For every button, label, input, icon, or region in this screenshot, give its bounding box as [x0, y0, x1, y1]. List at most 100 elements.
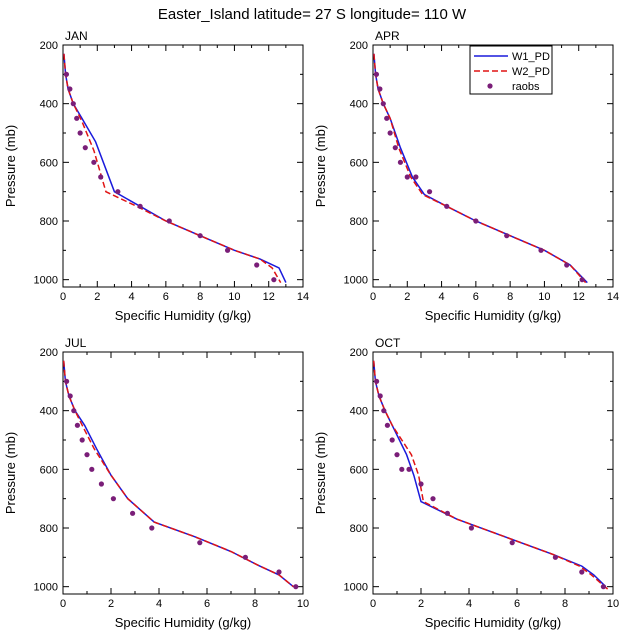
series-line-w1-pd [63, 360, 294, 588]
y-tick-label: 400 [350, 99, 368, 111]
x-axis-label: Specific Humidity (g/kg) [425, 615, 562, 630]
y-tick-label: 400 [350, 406, 368, 418]
raobs-point [137, 203, 143, 209]
raobs-point [387, 130, 393, 136]
raobs-point [74, 422, 80, 428]
raobs-point [91, 159, 97, 165]
y-tick-label: 800 [350, 523, 368, 535]
raobs-point [552, 554, 559, 560]
x-tick-label: 12 [263, 291, 275, 303]
x-tick-label: 6 [473, 291, 479, 303]
y-axis-label: Pressure (mb) [3, 125, 18, 207]
raobs-point [377, 86, 383, 92]
x-tick-label: 10 [228, 291, 240, 303]
y-axis-label: Pressure (mb) [3, 432, 18, 514]
raobs-point [98, 174, 104, 180]
raobs-point [444, 203, 450, 209]
raobs-point [426, 189, 433, 195]
y-tick-label: 400 [40, 99, 58, 111]
x-tick-label: 4 [466, 598, 472, 610]
y-tick-label: 200 [40, 40, 58, 52]
x-tick-label: 0 [370, 598, 376, 610]
x-axis-label: Specific Humidity (g/kg) [115, 615, 252, 630]
x-tick-label: 10 [607, 598, 619, 610]
raobs-point [399, 466, 405, 472]
raobs-point [67, 86, 73, 92]
raobs-point [380, 101, 386, 107]
panel-oct: OCT 0 2 4 6 8 10 200 400 600 800 1000 Specific Humid… [313, 336, 619, 630]
figure-title: Easter_Island latitude= 27 S longitude= … [158, 6, 467, 23]
raobs-point [579, 569, 585, 575]
raobs-point [394, 452, 400, 458]
panel-jan: JAN 0 2 4 6 8 10 12 14 200 400 600 800 1000 Specific H… [3, 29, 309, 323]
raobs-point [504, 233, 510, 239]
raobs-point [473, 218, 479, 224]
x-tick-label: 8 [197, 291, 203, 303]
y-tick-label: 600 [350, 157, 368, 169]
panel-apr: APR 0 2 4 6 8 10 12 14 200 400 600 800 1000 Specific H… [313, 29, 619, 323]
x-axis-label: Specific Humidity (g/kg) [425, 308, 562, 323]
raobs-point [509, 540, 515, 546]
x-tick-label: 6 [163, 291, 169, 303]
raobs-point [71, 408, 77, 414]
raobs-point [197, 233, 203, 239]
x-tick-label: 2 [94, 291, 100, 303]
x-tick-label: 10 [538, 291, 550, 303]
raobs-point [600, 584, 607, 590]
raobs-point [444, 510, 450, 516]
y-tick-label: 200 [40, 347, 58, 359]
raobs-point [373, 71, 380, 77]
series-line-w2-pd [63, 53, 282, 283]
raobs-point [579, 277, 585, 283]
x-tick-label: 8 [507, 291, 513, 303]
raobs-point [418, 481, 424, 487]
raobs-point [67, 393, 73, 399]
y-tick-label: 800 [350, 216, 368, 228]
legend-marker-raobs [487, 83, 493, 89]
x-tick-label: 8 [252, 598, 258, 610]
x-tick-label: 4 [439, 291, 445, 303]
x-tick-label: 6 [204, 598, 210, 610]
y-tick-label: 1000 [344, 582, 368, 594]
series-line-w2-pd [63, 360, 294, 588]
raobs-point [89, 466, 95, 472]
plot-frame [372, 351, 614, 595]
x-tick-label: 8 [562, 598, 568, 610]
panel-label: APR [375, 29, 400, 43]
x-tick-label: 0 [60, 598, 66, 610]
raobs-point [468, 525, 474, 531]
series-line-w1-pd [63, 53, 287, 283]
legend-box [469, 45, 553, 95]
x-tick-label: 0 [60, 291, 66, 303]
legend-label: W2_PD [512, 66, 550, 78]
raobs-point [377, 393, 383, 399]
y-tick-label: 800 [40, 216, 58, 228]
raobs-point [63, 71, 70, 77]
legend-label: raobs [512, 81, 540, 93]
raobs-point [197, 540, 203, 546]
raobs-point [404, 174, 410, 180]
raobs-point [564, 262, 570, 268]
raobs-point [110, 496, 116, 502]
series-line-w2-pd [373, 360, 609, 591]
y-tick-label: 1000 [34, 275, 58, 287]
raobs-point [149, 525, 155, 531]
y-tick-label: 600 [40, 157, 58, 169]
raobs-point [79, 437, 85, 443]
raobs-point [130, 510, 136, 516]
y-tick-label: 200 [350, 347, 368, 359]
raobs-point [406, 466, 412, 472]
raobs-point [538, 247, 544, 253]
x-axis-label: Specific Humidity (g/kg) [115, 308, 252, 323]
raobs-point [384, 422, 390, 428]
raobs-point [82, 145, 88, 151]
series-line-w1-pd [373, 360, 607, 588]
x-tick-label: 14 [297, 291, 309, 303]
raobs-point [392, 145, 398, 151]
raobs-point [115, 189, 121, 195]
raobs-point [242, 554, 248, 560]
series-line-w2-pd [373, 53, 587, 284]
legend-label: W1_PD [512, 51, 550, 63]
